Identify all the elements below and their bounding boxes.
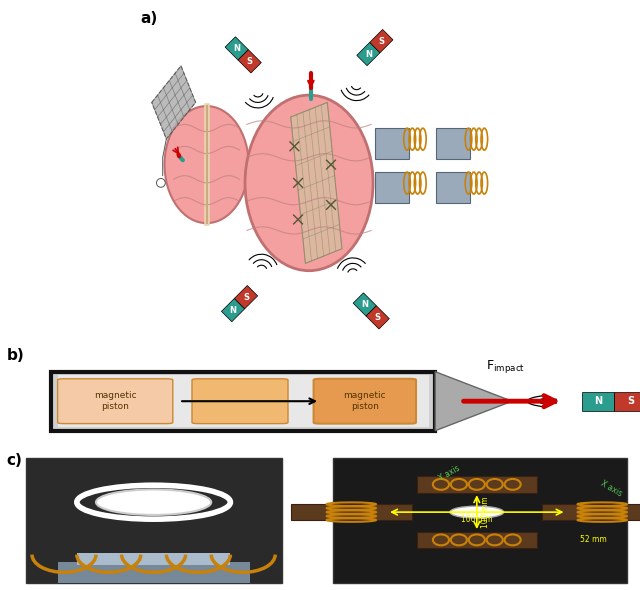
Text: b): b) bbox=[6, 348, 24, 363]
Bar bbox=[77, 553, 230, 565]
Polygon shape bbox=[435, 372, 512, 431]
Text: X axis: X axis bbox=[599, 479, 623, 499]
FancyBboxPatch shape bbox=[51, 372, 435, 431]
Polygon shape bbox=[614, 392, 640, 411]
Polygon shape bbox=[582, 392, 614, 411]
Text: N: N bbox=[365, 50, 372, 58]
Text: Y axis: Y axis bbox=[438, 463, 462, 483]
Text: magnetic
piston: magnetic piston bbox=[344, 392, 386, 411]
Polygon shape bbox=[356, 42, 380, 65]
Ellipse shape bbox=[245, 95, 373, 271]
FancyBboxPatch shape bbox=[417, 476, 537, 493]
FancyBboxPatch shape bbox=[333, 458, 627, 583]
Text: N: N bbox=[230, 306, 237, 314]
Text: 100 mm: 100 mm bbox=[461, 515, 493, 524]
Text: 100 mm: 100 mm bbox=[481, 496, 490, 528]
Text: S: S bbox=[627, 396, 634, 406]
Text: S: S bbox=[378, 37, 385, 45]
Text: S: S bbox=[374, 313, 381, 322]
FancyBboxPatch shape bbox=[375, 128, 408, 159]
Ellipse shape bbox=[164, 106, 249, 223]
Polygon shape bbox=[221, 299, 244, 322]
Polygon shape bbox=[366, 306, 389, 329]
FancyBboxPatch shape bbox=[417, 532, 537, 548]
Text: magnetic
piston: magnetic piston bbox=[94, 392, 136, 411]
FancyBboxPatch shape bbox=[375, 172, 408, 204]
Text: S: S bbox=[243, 293, 249, 301]
FancyBboxPatch shape bbox=[26, 458, 282, 583]
Text: 52 mm: 52 mm bbox=[580, 535, 607, 544]
FancyBboxPatch shape bbox=[436, 172, 470, 204]
Polygon shape bbox=[291, 103, 342, 263]
Text: N: N bbox=[361, 300, 368, 309]
Text: F$_{\rm impact}$: F$_{\rm impact}$ bbox=[486, 358, 525, 375]
Bar bbox=[58, 562, 250, 583]
Polygon shape bbox=[234, 286, 258, 309]
Text: S: S bbox=[246, 57, 253, 66]
FancyBboxPatch shape bbox=[542, 504, 640, 520]
Polygon shape bbox=[152, 66, 196, 139]
FancyBboxPatch shape bbox=[192, 379, 288, 424]
Circle shape bbox=[96, 490, 211, 515]
Text: N: N bbox=[595, 396, 602, 406]
Polygon shape bbox=[353, 293, 376, 316]
FancyBboxPatch shape bbox=[58, 379, 173, 424]
FancyBboxPatch shape bbox=[436, 128, 470, 159]
Text: c): c) bbox=[6, 453, 22, 468]
Circle shape bbox=[450, 506, 504, 518]
Text: N: N bbox=[233, 44, 240, 53]
FancyBboxPatch shape bbox=[58, 375, 429, 427]
Polygon shape bbox=[238, 50, 261, 73]
FancyBboxPatch shape bbox=[314, 379, 416, 424]
Polygon shape bbox=[225, 37, 248, 60]
Text: a): a) bbox=[141, 11, 158, 26]
FancyBboxPatch shape bbox=[291, 504, 412, 520]
Polygon shape bbox=[370, 30, 393, 53]
